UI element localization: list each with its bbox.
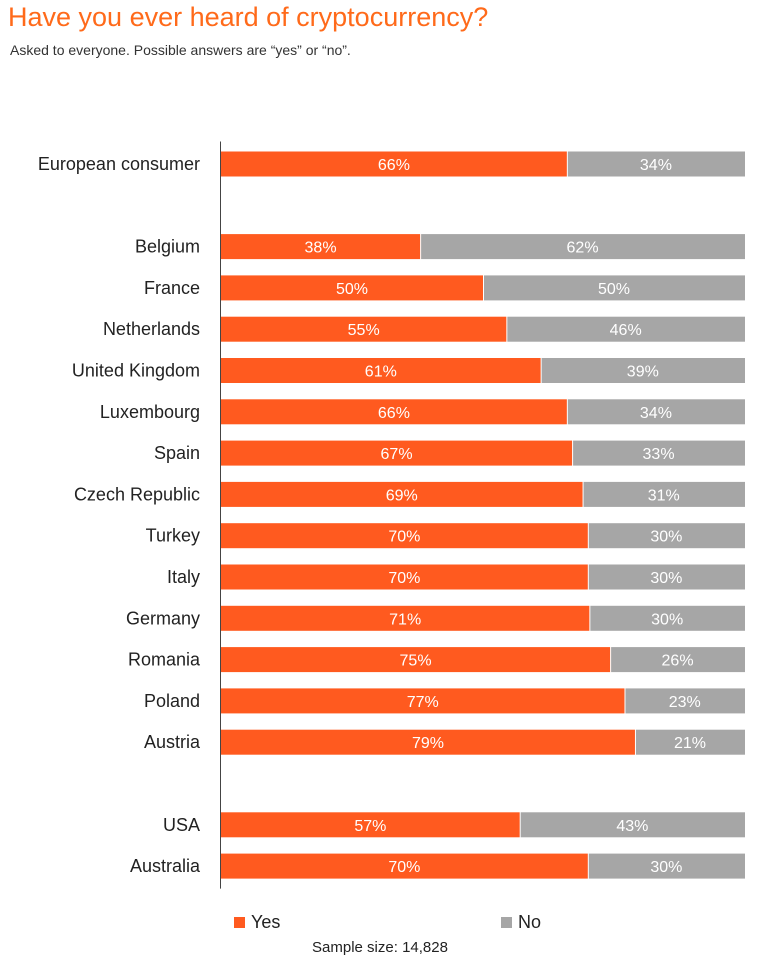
bar-no-united-kingdom [541, 358, 745, 383]
category-label-czech-republic: Czech Republic [74, 484, 200, 504]
data-label-no-luxembourg: 34% [640, 405, 672, 422]
data-label-yes-european-consumer: 66% [378, 157, 410, 174]
data-label-yes-czech-republic: 69% [386, 487, 418, 504]
data-label-no-austria: 21% [674, 735, 706, 752]
data-label-yes-romania: 75% [400, 653, 432, 670]
bar-no-poland [625, 688, 745, 714]
bar-yes-austria [221, 729, 635, 755]
data-label-yes-luxembourg: 66% [378, 405, 410, 422]
category-label-united-kingdom: United Kingdom [72, 361, 200, 381]
data-label-no-usa: 43% [616, 818, 648, 835]
bar-yes-european-consumer [221, 151, 567, 177]
data-label-yes-united-kingdom: 61% [365, 364, 397, 381]
bar-yes-usa [221, 812, 520, 838]
category-label-poland: Poland [144, 691, 200, 711]
category-label-germany: Germany [126, 608, 200, 628]
data-label-no-australia: 30% [650, 859, 682, 876]
bar-no-romania [611, 647, 745, 673]
data-label-no-spain: 33% [643, 446, 675, 463]
legend-swatch-yes [234, 916, 245, 928]
bar-yes-belgium [221, 234, 421, 260]
data-label-yes-italy: 70% [388, 570, 420, 587]
category-label-australia: Australia [130, 856, 201, 876]
data-label-yes-austria: 79% [412, 735, 444, 752]
data-label-no-netherlands: 46% [610, 322, 642, 339]
bar-yes-france [221, 275, 483, 301]
bar-no-germany [590, 605, 745, 631]
bar-yes-germany [221, 605, 590, 631]
bar-no-netherlands [507, 316, 745, 342]
bar-no-italy [588, 564, 745, 590]
bar-yes-turkey [221, 523, 588, 549]
data-label-no-romania: 26% [662, 653, 694, 670]
data-label-yes-australia: 70% [388, 859, 420, 876]
bar-no-austria [635, 729, 745, 755]
legend-label-no: No [518, 911, 542, 932]
category-label-usa: USA [163, 815, 200, 835]
category-label-netherlands: Netherlands [103, 319, 200, 339]
category-label-turkey: Turkey [146, 526, 200, 546]
bar-yes-united-kingdom [221, 358, 541, 383]
bar-yes-romania [221, 647, 611, 673]
data-label-yes-poland: 77% [407, 694, 439, 711]
chart-subtitle: Asked to everyone. Possible answers are … [10, 42, 351, 58]
legend-label-yes: Yes [251, 911, 281, 932]
bar-yes-poland [221, 688, 625, 714]
bar-no-australia [588, 853, 745, 879]
data-label-no-european-consumer: 34% [640, 157, 672, 174]
data-label-no-czech-republic: 31% [648, 487, 680, 504]
data-label-no-poland: 23% [669, 694, 701, 711]
bar-no-czech-republic [583, 481, 745, 507]
category-label-european-consumer: European consumer [38, 154, 200, 174]
chart-title: Have you ever heard of cryptocurrency? [8, 2, 489, 32]
data-label-no-italy: 30% [650, 570, 682, 587]
data-label-no-france: 50% [598, 281, 630, 298]
data-label-no-turkey: 30% [650, 529, 682, 546]
category-label-spain: Spain [154, 443, 200, 463]
legend-item-yes: Yes [234, 910, 280, 934]
category-label-belgium: Belgium [135, 237, 200, 257]
bar-yes-czech-republic [221, 481, 583, 507]
bar-no-european-consumer [567, 151, 745, 177]
bar-no-belgium [421, 234, 745, 260]
data-label-yes-belgium: 38% [305, 240, 337, 257]
data-label-no-united-kingdom: 39% [627, 364, 659, 381]
data-label-yes-germany: 71% [389, 611, 421, 628]
category-label-italy: Italy [167, 567, 200, 587]
sample-size-note: Sample size: 14,828 [312, 939, 448, 956]
legend-swatch-no [501, 916, 512, 928]
category-label-romania: Romania [128, 650, 201, 670]
data-label-no-germany: 30% [651, 611, 683, 628]
bar-yes-italy [221, 564, 588, 590]
bar-yes-luxembourg [221, 399, 567, 425]
bar-yes-australia [221, 853, 588, 879]
data-label-no-belgium: 62% [567, 240, 599, 257]
data-label-yes-spain: 67% [381, 446, 413, 463]
bar-no-usa [520, 812, 745, 838]
data-label-yes-usa: 57% [354, 818, 386, 835]
category-label-france: France [144, 278, 200, 298]
legend-item-no: No [501, 910, 541, 934]
category-label-luxembourg: Luxembourg [100, 402, 200, 422]
bar-yes-netherlands [221, 316, 507, 342]
bar-no-spain [573, 440, 745, 466]
category-label-austria: Austria [144, 732, 201, 752]
bar-no-turkey [588, 523, 745, 549]
bar-no-luxembourg [567, 399, 745, 425]
data-label-yes-turkey: 70% [388, 529, 420, 546]
data-label-yes-france: 50% [336, 281, 368, 298]
bar-yes-spain [221, 440, 573, 466]
bar-no-france [484, 275, 745, 301]
data-label-yes-netherlands: 55% [348, 322, 380, 339]
